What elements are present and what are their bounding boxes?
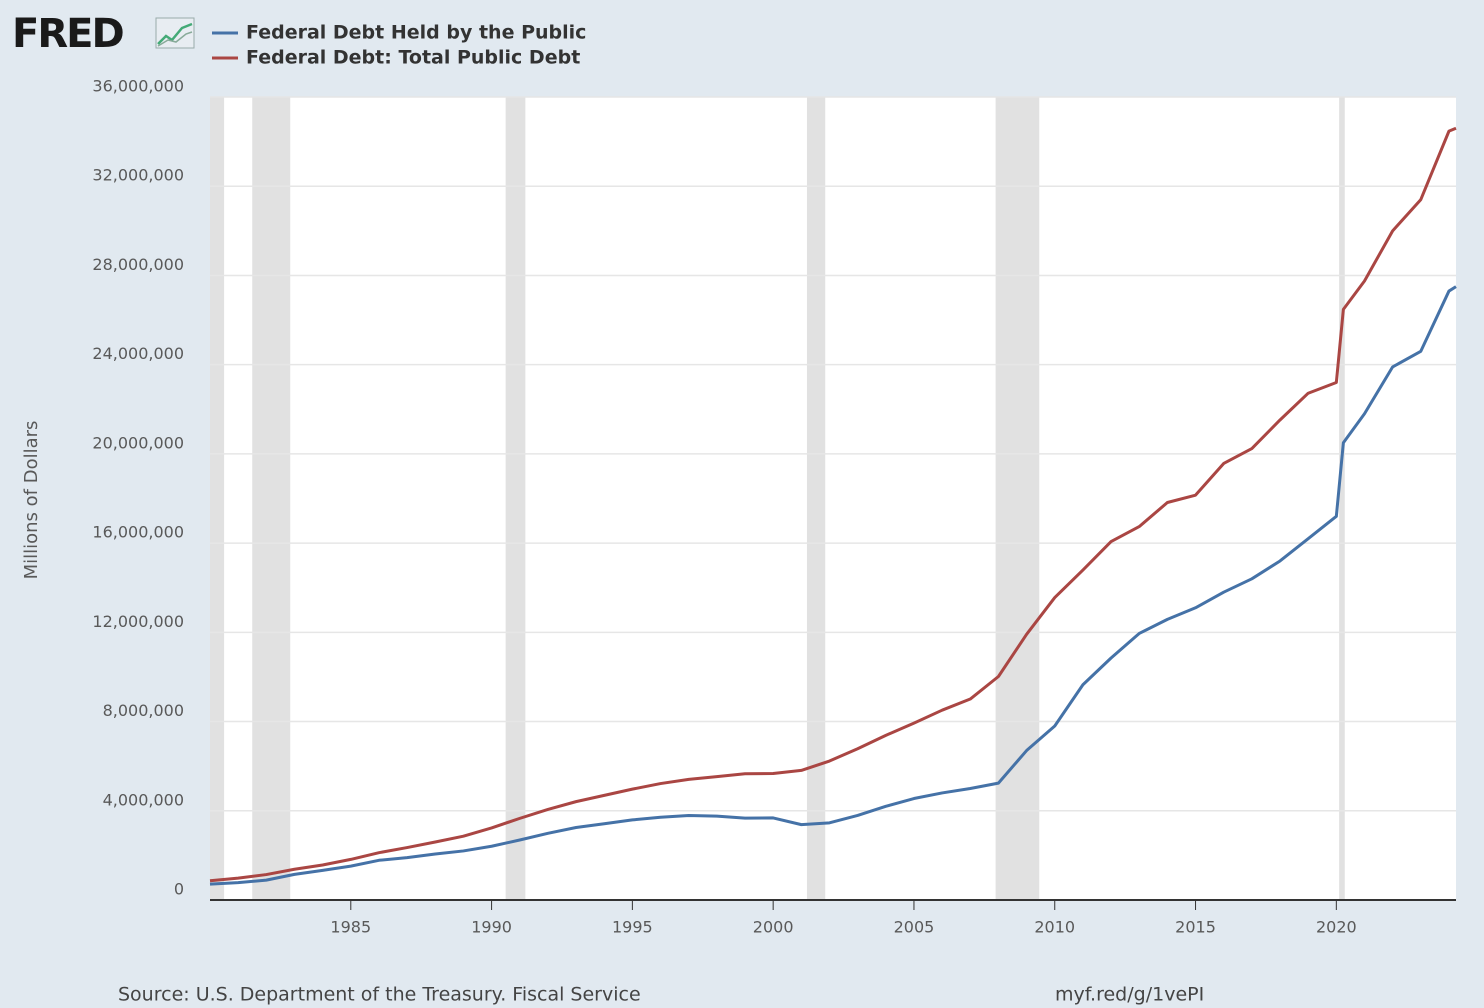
recession-band	[505, 97, 526, 900]
y-tick-label: 8,000,000	[103, 701, 184, 720]
recession-band	[995, 97, 1040, 900]
y-tick-label: 4,000,000	[103, 790, 184, 809]
y-tick-label: 24,000,000	[92, 344, 184, 363]
series-line	[209, 285, 1457, 886]
x-tick-label: 2020	[1316, 918, 1357, 937]
x-tick-label: 1985	[330, 918, 371, 937]
y-axis-label: Millions of Dollars	[21, 421, 42, 580]
y-tick-label: 32,000,000	[92, 166, 184, 185]
grid	[210, 96, 1456, 901]
legend: Federal Debt Held by the Public Federal D…	[212, 22, 586, 69]
recession-band	[1339, 97, 1345, 900]
x-tick-label: 2000	[753, 918, 794, 937]
recession-bands	[210, 97, 1345, 900]
y-tick-label: 0	[174, 880, 184, 899]
y-tick-label: 20,000,000	[92, 433, 184, 452]
logo-icon	[155, 17, 195, 49]
legend-label: Federal Debt: Total Public Debt	[246, 47, 580, 69]
y-tick-label: 28,000,000	[92, 255, 184, 274]
plot-area	[210, 97, 1456, 900]
y-tick-label: 16,000,000	[92, 523, 184, 542]
lines	[209, 126, 1457, 886]
x-tick-label: 2015	[1175, 918, 1216, 937]
recession-band	[806, 97, 826, 900]
x-tick-label: 1995	[612, 918, 653, 937]
y-tick-label: 36,000,000	[92, 77, 184, 96]
source: Source: U.S. Department of the Treasury.…	[118, 984, 641, 1006]
legend-label: Federal Debt Held by the Public	[246, 22, 586, 44]
logo: FRED	[12, 11, 123, 57]
recession-band	[210, 97, 225, 900]
recession-band	[252, 97, 291, 900]
x-tick-label: 2010	[1034, 918, 1075, 937]
x-tick-label: 2005	[894, 918, 935, 937]
url: myf.red/g/1vePI	[1055, 984, 1204, 1006]
x-tick-label: 1990	[471, 918, 512, 937]
y-tick-label: 12,000,000	[92, 612, 184, 631]
series-line	[209, 126, 1457, 883]
